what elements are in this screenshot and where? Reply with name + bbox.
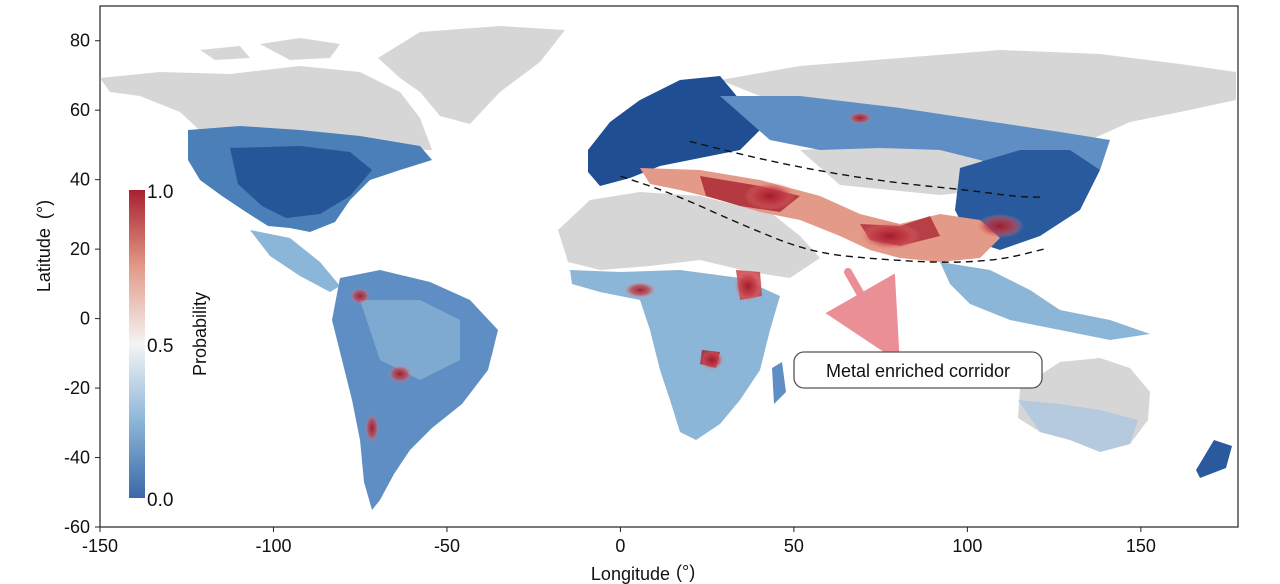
sahara [558, 192, 820, 278]
x-tick-label: -150 [82, 536, 118, 556]
y-tick-label: -60 [64, 517, 90, 537]
colorbar-gradient [129, 190, 145, 498]
colorbar-min-label: 0.0 [147, 490, 173, 511]
central-asia [800, 145, 1010, 195]
siberia [720, 50, 1236, 140]
x-tick-label: -50 [434, 536, 460, 556]
y-tick-label: 60 [70, 100, 90, 120]
x-tick-label: 50 [784, 536, 804, 556]
callout-text: Metal enriched corridor [826, 361, 1010, 381]
canada-arctic [100, 66, 432, 150]
x-tick-label: 100 [952, 536, 982, 556]
y-tick-label: 40 [70, 170, 90, 190]
x-axis: -150 -100 -50 0 50 100 150 [82, 527, 1156, 556]
callout-box: Metal enriched corridor [793, 351, 1043, 389]
colorbar: 1.0 0.5 0.0 Probability [129, 182, 210, 511]
y-axis-unit: (°) [34, 200, 54, 219]
panel-letter-c: C [504, 581, 518, 584]
africa [570, 270, 780, 440]
y-axis: 80 60 40 20 0 -20 -40 -60 [64, 31, 100, 537]
y-tick-label: -20 [64, 378, 90, 398]
new-zealand [1196, 440, 1232, 478]
x-tick-label: -100 [255, 536, 291, 556]
arctic-islands [260, 38, 340, 60]
panel-letter-d: D [896, 581, 910, 584]
x-axis-unit: (°) [676, 562, 695, 582]
corridor-boundaries [620, 140, 1044, 263]
x-axis-title: Longitude [591, 564, 670, 584]
callout-arrow [825, 268, 900, 363]
colorbar-max-label: 1.0 [147, 182, 173, 203]
landmasses-nodata [100, 26, 1236, 452]
colorbar-mid-label: 0.5 [147, 336, 173, 357]
y-axis-title-group: Latitude (°) [34, 200, 54, 292]
x-tick-label: 0 [615, 536, 625, 556]
europe [588, 76, 760, 186]
y-axis-title: Latitude [34, 228, 54, 292]
probability-overlay [188, 76, 1232, 510]
corridor-north-line [689, 140, 1044, 198]
colorbar-title: Probability [190, 292, 210, 376]
y-tick-label: 80 [70, 31, 90, 51]
corridor-south-line [620, 175, 1044, 263]
panel-letter-b: B [98, 581, 112, 584]
y-tick-label: 20 [70, 239, 90, 259]
greenland [378, 26, 565, 124]
y-tick-label: 0 [80, 309, 90, 329]
x-tick-label: 150 [1126, 536, 1156, 556]
y-tick-label: -40 [64, 448, 90, 468]
